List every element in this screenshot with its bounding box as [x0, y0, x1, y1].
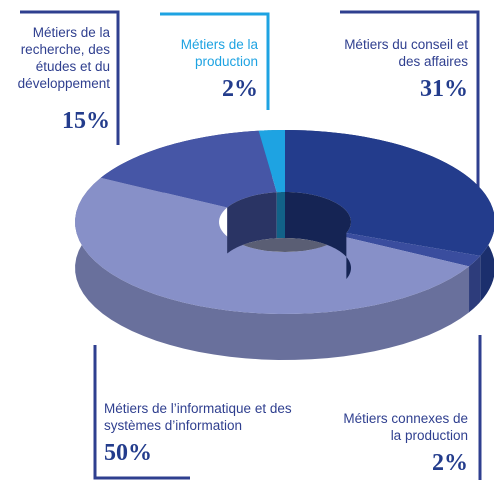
label: Métiers du conseil et des affaires: [344, 37, 468, 69]
slice: [258, 130, 285, 193]
label: Métiers de l’informatique et des système…: [104, 401, 292, 433]
pie: [75, 130, 494, 360]
value-label: 50%: [104, 440, 152, 466]
hole-wall: [285, 192, 351, 280]
value-label: 2%: [432, 450, 468, 476]
leader: [160, 12, 270, 110]
leader: [20, 10, 120, 145]
value-label: 31%: [420, 76, 468, 102]
slice: [75, 177, 470, 314]
hole-wall: [227, 192, 277, 254]
slice: [100, 130, 277, 208]
leaders: [20, 10, 482, 480]
slice: [342, 233, 481, 267]
slice: [285, 130, 494, 256]
label: Métiers de la recherche, des études et d…: [17, 25, 110, 91]
leader: [340, 10, 480, 190]
slice-side: [469, 255, 481, 313]
slice-side: [75, 177, 470, 360]
value-label: 2%: [222, 76, 258, 102]
value-label: 15%: [62, 108, 110, 134]
hole-wall: [276, 192, 285, 239]
label: Métiers connexes de la production: [343, 411, 468, 443]
label: Métiers de la production: [180, 37, 258, 69]
leader: [93, 345, 190, 480]
